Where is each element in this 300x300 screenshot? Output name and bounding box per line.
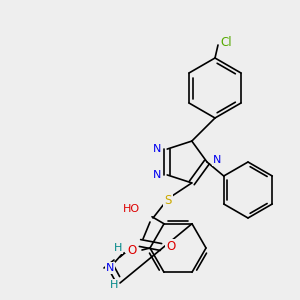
Text: N: N xyxy=(106,263,114,273)
Text: HO: HO xyxy=(123,204,140,214)
Text: O: O xyxy=(128,244,136,256)
Text: O: O xyxy=(167,241,176,254)
Text: N: N xyxy=(153,144,161,154)
Text: H: H xyxy=(110,280,118,290)
Text: N: N xyxy=(126,242,134,252)
Text: S: S xyxy=(164,194,172,206)
Text: H: H xyxy=(114,243,122,253)
Text: N: N xyxy=(213,155,221,165)
Text: N: N xyxy=(153,170,161,180)
Text: Cl: Cl xyxy=(220,35,232,49)
